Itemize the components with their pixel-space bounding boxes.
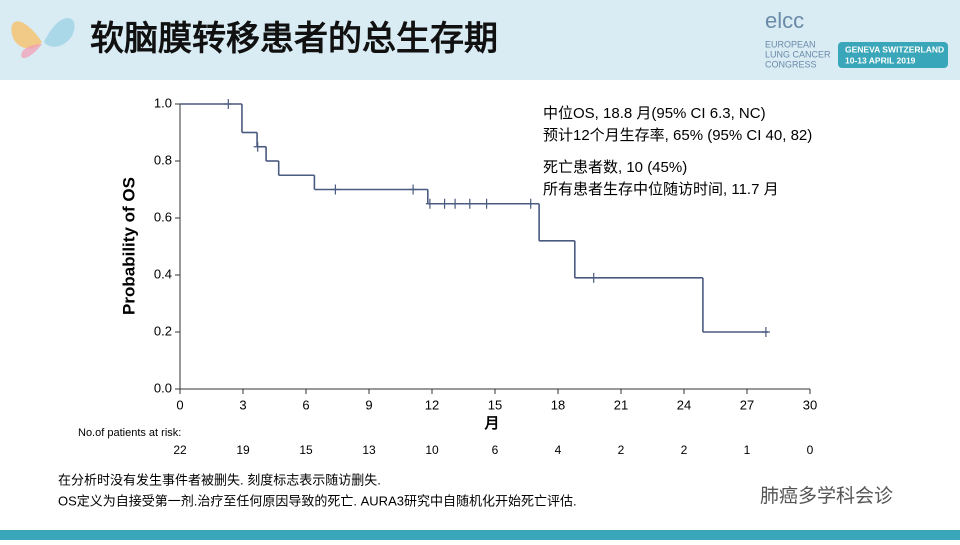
footnote: OS定义为自接受第一剂.治疗至任何原因导致的死亡. AURA3研究中自随机化开始… [58, 493, 577, 508]
y-tick-label: 0.8 [154, 152, 172, 167]
censor-mark [331, 184, 340, 195]
risk-count: 1 [744, 443, 751, 457]
censor-mark [589, 272, 598, 283]
x-axis-label: 月 [483, 415, 499, 432]
y-tick-label: 0.4 [154, 266, 172, 281]
risk-count: 22 [173, 443, 187, 457]
logo-text: CONGRESS [765, 59, 817, 69]
risk-count: 15 [299, 443, 313, 457]
annotation: 预计12个月生存率, 65% (95% CI 40, 82) [543, 127, 812, 144]
x-tick-label: 24 [677, 397, 691, 412]
risk-count: 0 [807, 443, 814, 457]
slide-title: 软脑膜转移患者的总生存期 [90, 20, 498, 58]
x-tick-label: 21 [614, 397, 628, 412]
censor-mark [526, 198, 535, 209]
x-tick-label: 9 [365, 397, 372, 412]
x-tick-label: 30 [803, 397, 817, 412]
x-tick-label: 3 [239, 397, 246, 412]
header-band [0, 0, 960, 80]
y-tick-label: 1.0 [154, 95, 172, 110]
censor-mark [451, 198, 460, 209]
y-tick-label: 0.0 [154, 380, 172, 395]
annotation: 死亡患者数, 10 (45%) [543, 159, 687, 176]
footnote: 在分析时没有发生事件者被删失. 刻度标志表示随访删失. [58, 472, 381, 487]
risk-count: 19 [236, 443, 250, 457]
censor-mark [465, 198, 474, 209]
y-tick-label: 0.6 [154, 209, 172, 224]
censor-mark [253, 141, 262, 152]
censor-mark [761, 327, 770, 337]
x-tick-label: 0 [176, 397, 183, 412]
risk-count: 4 [555, 443, 562, 457]
censor-mark [482, 198, 491, 209]
watermark: 肺癌多学科会诊 [760, 485, 893, 507]
x-tick-label: 12 [425, 397, 439, 412]
logo-text: GENEVA SWITZERLAND [845, 44, 944, 54]
risk-count: 2 [618, 443, 625, 457]
logo-text: 10-13 APRIL 2019 [845, 55, 916, 65]
risk-count: 13 [362, 443, 376, 457]
logo-text: EUROPEAN [765, 39, 816, 49]
logo-box [838, 42, 948, 68]
annotation: 中位OS, 18.8 月(95% CI 6.3, NC) [543, 105, 766, 122]
logo-text: LUNG CANCER [765, 49, 831, 59]
x-tick-label: 15 [488, 397, 502, 412]
footer-bar [0, 530, 960, 540]
risk-count: 10 [425, 443, 439, 457]
censor-mark [224, 99, 233, 109]
x-tick-label: 27 [740, 397, 754, 412]
censor-mark [425, 198, 434, 209]
risk-label: No.of patients at risk: [78, 427, 181, 439]
elcc-logo: elcc EUROPEAN LUNG CANCER CONGRESS GENEV… [765, 8, 948, 69]
censor-mark [409, 184, 418, 195]
y-tick-label: 0.2 [154, 323, 172, 338]
y-axis-label: Probability of OS [119, 177, 138, 315]
annotation: 所有患者生存中位随访时间, 11.7 月 [543, 181, 779, 198]
risk-count: 6 [492, 443, 499, 457]
x-tick-label: 18 [551, 397, 565, 412]
logo-name: elcc [765, 8, 804, 33]
risk-count: 2 [681, 443, 688, 457]
x-tick-label: 6 [302, 397, 309, 412]
censor-mark [440, 198, 449, 209]
butterfly-logo [11, 18, 75, 59]
